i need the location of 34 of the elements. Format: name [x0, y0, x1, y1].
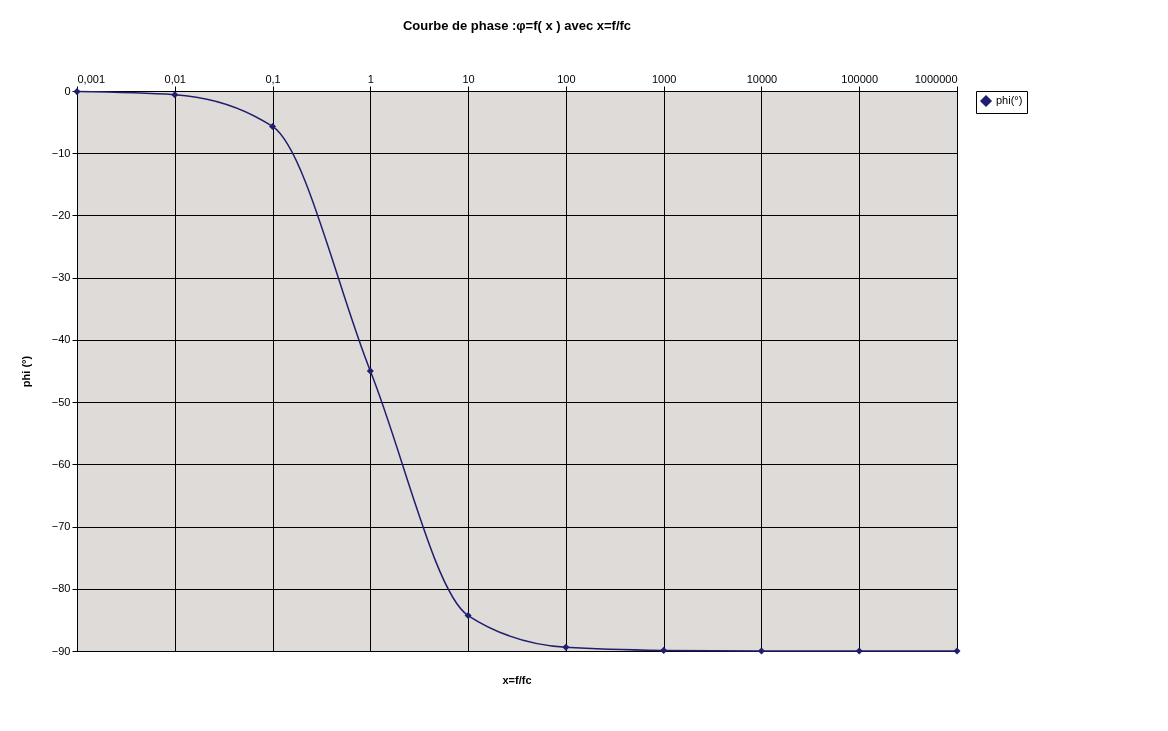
y-tick-label: −90	[51, 644, 71, 657]
point	[562, 643, 570, 651]
y-tick-label: −50	[51, 395, 71, 408]
legend-label: phi(°)	[996, 94, 1023, 106]
point	[953, 647, 961, 655]
y-tick-label: 0	[64, 84, 71, 97]
x-tick-label: 1000000	[914, 72, 958, 85]
x-tick-label: 10	[462, 72, 475, 85]
y-tick-label: −40	[51, 333, 71, 346]
x-tick-label: 100	[557, 72, 576, 85]
y-tick-label: −60	[51, 457, 71, 470]
y-tick-label: −80	[51, 582, 71, 595]
y-tick-label: −20	[51, 208, 71, 221]
point	[269, 122, 277, 130]
x-tick-label: 0,1	[265, 72, 281, 85]
x-tick-label: 1	[367, 72, 374, 85]
point	[464, 612, 472, 620]
x-tick-label: 100000	[841, 72, 879, 85]
y-tick-label: −70	[51, 520, 71, 533]
chart-title: Courbe de phase :φ=f( x ) avec x=f/fc	[402, 18, 632, 33]
y-tick-label: −30	[51, 271, 71, 284]
point	[366, 367, 374, 375]
x-tick-label: 0,001	[77, 72, 106, 85]
x-axis-title: x=f/fc	[502, 674, 532, 686]
point	[855, 647, 863, 655]
point	[660, 646, 668, 654]
point	[757, 647, 765, 655]
x-tick-label: 0,01	[164, 72, 186, 85]
x-tick-label: 1000	[651, 72, 677, 85]
y-axis-title: phi (°)	[19, 355, 32, 388]
x-tick-label: 10000	[746, 72, 778, 85]
point	[171, 91, 179, 99]
point	[73, 88, 81, 96]
y-tick-label: −10	[51, 146, 71, 159]
